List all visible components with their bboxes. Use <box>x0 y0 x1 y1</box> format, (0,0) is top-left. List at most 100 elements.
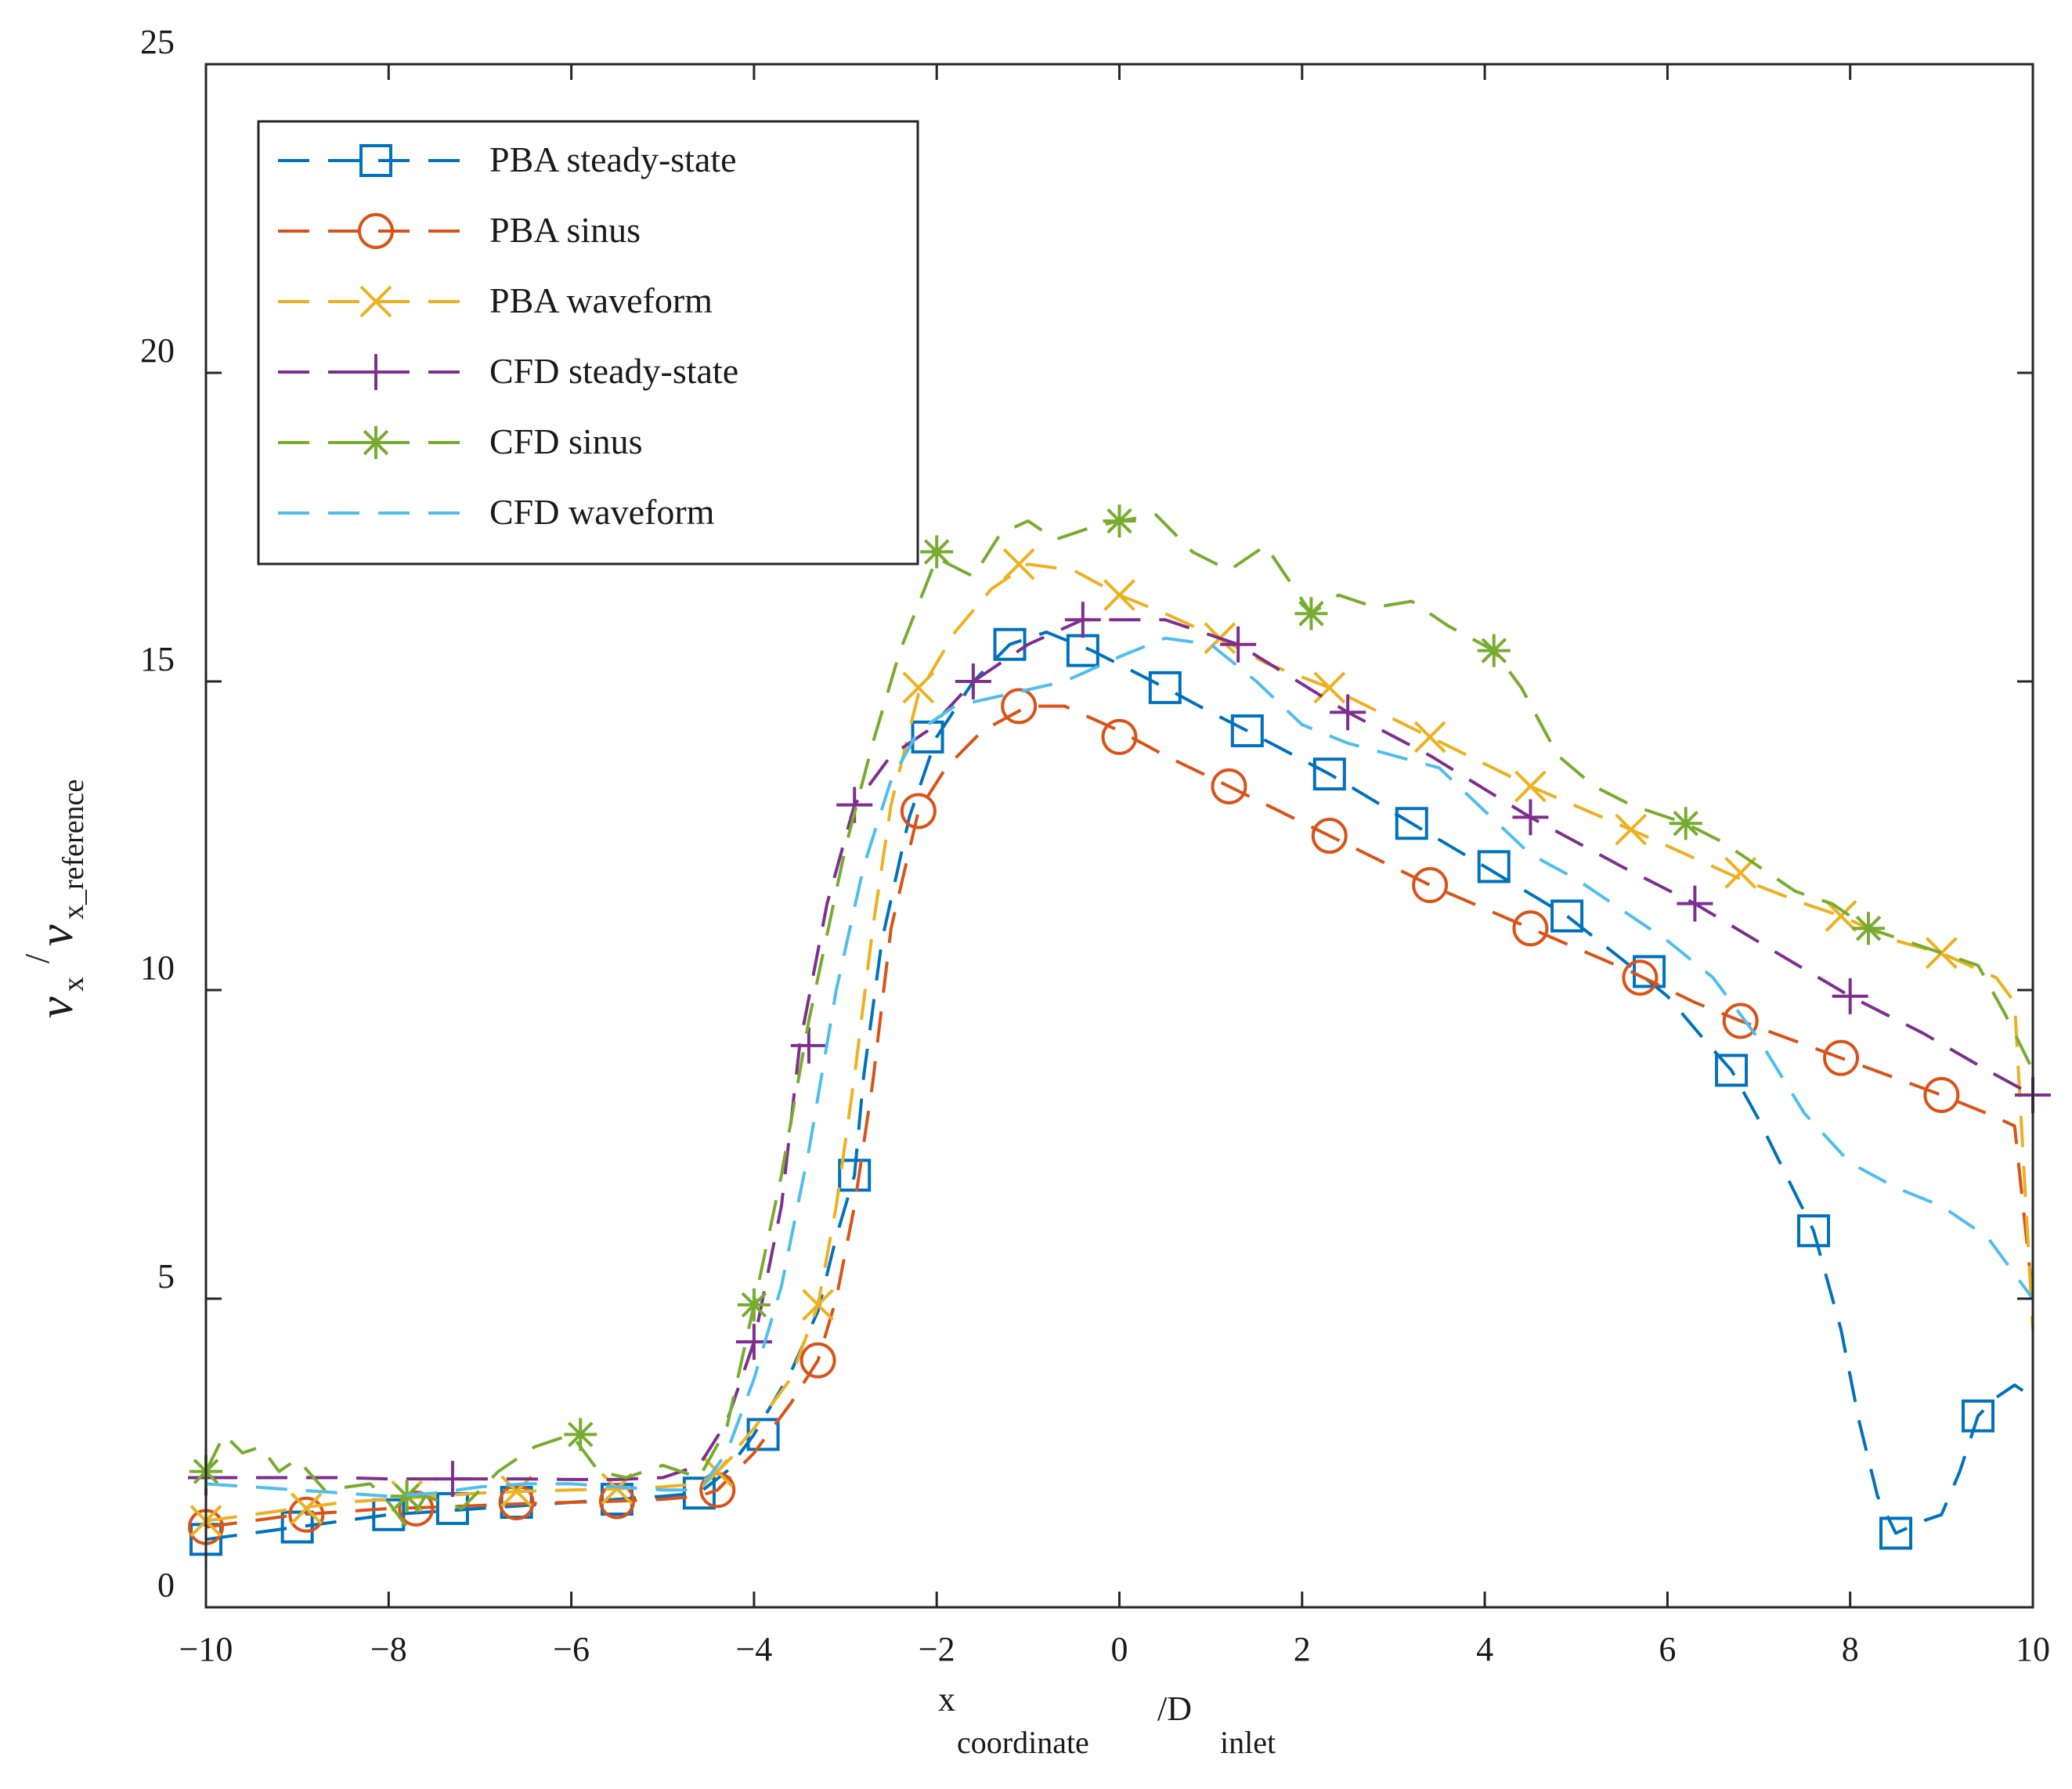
x-tick-label: −4 <box>735 1630 772 1668</box>
data-point-marker <box>288 1496 325 1533</box>
x-tick-label: 2 <box>1294 1630 1311 1668</box>
data-point-marker <box>1413 721 1446 754</box>
data-point-marker <box>1514 770 1547 803</box>
data-point-marker <box>1001 688 1038 725</box>
data-point-marker <box>1002 548 1035 580</box>
data-point-marker <box>1103 579 1135 612</box>
legend-entry: CFD steady-state <box>278 351 738 391</box>
data-point-marker <box>1622 960 1659 996</box>
series-pba-sinus <box>188 688 2034 1545</box>
data-point-marker <box>1211 768 1247 804</box>
series-cfd-waveform <box>205 636 2034 1498</box>
series-line <box>204 513 2034 1529</box>
data-point-marker <box>737 1288 771 1321</box>
data-point-marker <box>1962 1399 1995 1433</box>
axes: −10 −8 −6 −4 −2 0 2 4 6 8 10 0 5 10 15 20 25 <box>140 23 2050 1668</box>
data-point-marker <box>1797 1214 1831 1248</box>
data-point-marker <box>1724 856 1757 889</box>
data-point-marker <box>398 1490 435 1527</box>
data-point-marker <box>1852 912 1886 945</box>
data-point-marker <box>900 793 937 829</box>
data-point-marker <box>1722 1003 1759 1039</box>
data-point-marker <box>1923 1076 1960 1113</box>
data-point-marker <box>280 1510 314 1544</box>
data-point-marker <box>1715 1054 1749 1087</box>
data-point-marker <box>1477 850 1511 884</box>
data-point-marker <box>1879 1516 1913 1550</box>
legend-marker <box>359 285 392 318</box>
legend-label: PBA steady-state <box>489 139 737 179</box>
data-point-marker <box>955 663 991 699</box>
legend-label: PBA waveform <box>489 280 713 320</box>
data-point-marker <box>1669 807 1702 840</box>
data-point-marker <box>1512 799 1549 836</box>
data-point-marker <box>790 1027 827 1064</box>
data-point-marker <box>802 1288 834 1321</box>
data-point-marker <box>911 720 944 754</box>
data-point-marker <box>1395 807 1428 840</box>
x-axis-label-main: x <box>938 1680 955 1719</box>
x-tick-label: 4 <box>1476 1630 1493 1668</box>
series-line <box>205 636 2034 1498</box>
legend-entry: CFD sinus <box>278 421 643 461</box>
data-point-marker <box>1823 1039 1860 1076</box>
data-point-marker <box>1230 714 1264 748</box>
legend-marker <box>359 144 392 177</box>
data-point-marker <box>564 1418 597 1451</box>
data-point-marker <box>1477 634 1511 667</box>
x-tick-label: 6 <box>1659 1630 1676 1668</box>
data-point-marker <box>1832 978 1868 1014</box>
legend-entry: CFD waveform <box>278 492 715 532</box>
y-axis-label-slash: / <box>18 953 56 963</box>
legend-marker <box>359 426 392 459</box>
series-cfd-steady-state <box>188 602 2051 1498</box>
y-tick-label: 25 <box>140 23 175 61</box>
data-point-marker <box>1677 885 1713 922</box>
x-axis-label-mid: /D <box>1157 1690 1192 1728</box>
series-line <box>205 631 2034 1541</box>
y-tick-label: 10 <box>140 949 175 987</box>
data-point-marker <box>1294 597 1328 631</box>
data-point-marker <box>1220 626 1257 663</box>
data-point-marker <box>1064 602 1101 638</box>
data-point-marker <box>372 1498 406 1531</box>
series-line <box>205 704 2034 1529</box>
y-axis-label-den-sub: x_reference <box>57 779 90 920</box>
legend-entry: PBA sinus <box>278 210 641 250</box>
legend-label: CFD waveform <box>489 492 715 532</box>
x-axis-label-sub: coordinate <box>957 1725 1089 1760</box>
legend-entry: PBA waveform <box>278 280 713 320</box>
data-point-marker <box>1330 694 1366 731</box>
data-point-marker <box>838 1158 872 1192</box>
y-axis-label-den: v <box>30 924 83 946</box>
data-point-marker <box>434 1461 471 1498</box>
data-point-marker <box>1412 867 1449 904</box>
data-point-marker <box>1925 937 1958 970</box>
data-point-marker <box>1148 670 1182 704</box>
x-tick-label: 0 <box>1111 1630 1128 1668</box>
legend-box <box>257 120 919 566</box>
data-point-marker <box>993 627 1027 661</box>
x-axis-label-sub2: inlet <box>1220 1725 1276 1760</box>
legend-label: CFD sinus <box>489 421 643 461</box>
data-point-marker <box>1550 899 1584 933</box>
data-point-marker <box>1312 757 1346 791</box>
legend-marker <box>358 354 394 390</box>
y-tick-label: 0 <box>157 1566 175 1604</box>
data-point-marker <box>1615 813 1648 846</box>
data-point-marker <box>682 1476 716 1510</box>
y-axis-label-num: v <box>30 996 83 1018</box>
legend-label: PBA sinus <box>489 210 641 250</box>
legend-entry: PBA steady-state <box>278 139 737 179</box>
data-point-marker <box>500 1475 533 1508</box>
data-point-marker <box>800 1342 836 1379</box>
data-point-marker <box>1101 718 1138 755</box>
x-tick-label: −8 <box>370 1630 407 1668</box>
x-tick-label: 8 <box>1842 1630 1859 1668</box>
x-tick-label: −2 <box>919 1630 955 1668</box>
data-point-marker <box>1103 504 1136 538</box>
y-tick-label: 20 <box>140 331 175 370</box>
series-pba-waveform <box>190 548 2034 1538</box>
y-tick-label: 15 <box>140 640 175 678</box>
